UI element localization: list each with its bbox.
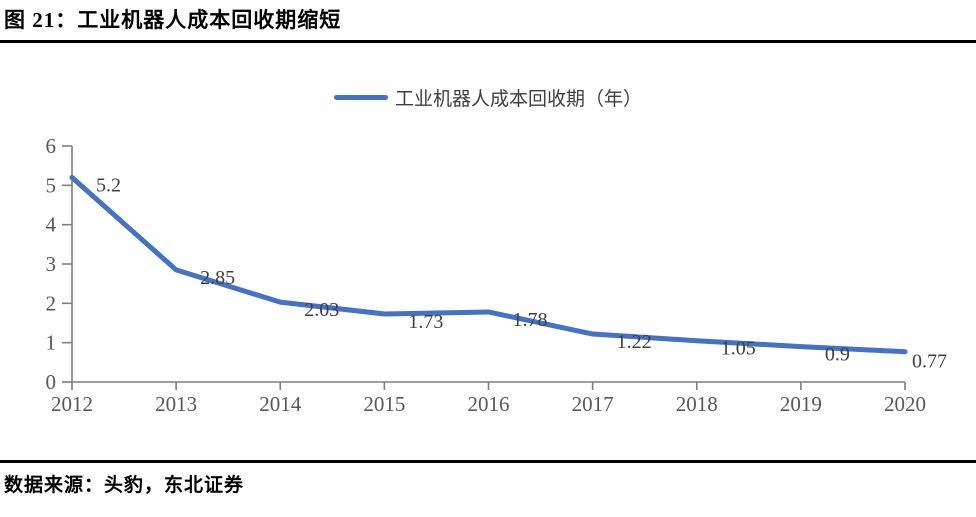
x-axis-tick-label: 2017	[572, 392, 614, 416]
x-axis-tick-label: 2015	[363, 392, 405, 416]
data-point-label: 2.03	[304, 299, 339, 321]
y-axis-tick-label: 2	[46, 291, 57, 315]
data-point-label: 2.85	[200, 267, 235, 289]
payback-period-line-chart: 0 1 2 3 4 5 6 2012 2013 2014 2015 2016 2017 2018 2019 2…	[46, 134, 948, 416]
x-axis-tick-label: 2012	[51, 392, 93, 416]
y-axis-tick-label: 0	[46, 370, 57, 394]
legend-line-swatch	[333, 94, 388, 100]
data-point-label: 1.22	[617, 331, 652, 353]
data-point-label: 1.73	[408, 311, 443, 333]
x-axis-tick-label: 2018	[676, 392, 718, 416]
figure-title: 图 21：工业机器人成本回收期缩短	[4, 8, 342, 32]
source-footer: 数据来源：头豹，东北证券	[0, 460, 976, 497]
y-axis-tick-label: 6	[46, 134, 57, 158]
x-axis-tick-label: 2020	[884, 392, 926, 416]
y-axis-tick-label: 1	[46, 331, 57, 355]
x-axis-tick-label: 2019	[780, 392, 822, 416]
x-axis-tick-label: 2014	[259, 392, 302, 416]
payback-series-line	[69, 174, 908, 355]
y-axis-tick-label: 5	[46, 173, 57, 197]
y-axis-tick-label: 3	[46, 252, 57, 276]
y-axis-tick-label: 4	[46, 213, 57, 237]
data-point-label: 5.2	[96, 174, 121, 196]
figure-header: 图 21：工业机器人成本回收期缩短	[0, 0, 976, 43]
chart-legend: 工业机器人成本回收期（年）	[0, 84, 976, 110]
x-axis-tick-label: 2016	[468, 392, 510, 416]
data-point-label: 0.77	[912, 351, 947, 373]
data-point-label: 1.78	[513, 309, 548, 331]
data-point-label: 1.05	[721, 338, 756, 360]
x-axis-tick-label: 2013	[155, 392, 197, 416]
data-point-label: 0.9	[825, 344, 850, 366]
source-text: 数据来源：头豹，东北证券	[4, 475, 245, 496]
legend-label: 工业机器人成本回收期（年）	[394, 88, 642, 110]
